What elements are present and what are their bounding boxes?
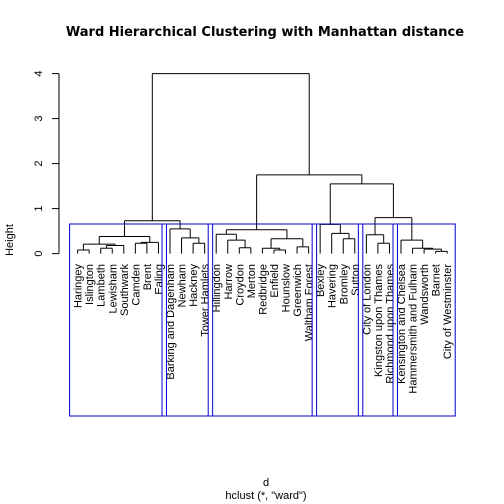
leaf-label: Enfield — [269, 264, 281, 298]
leaf-label: Bromley — [338, 264, 350, 305]
leaf-label: Camden — [130, 264, 142, 306]
leaf-label: Newham — [177, 264, 189, 307]
x-axis-label: d — [263, 477, 269, 489]
leaf-label: Hillingdon — [211, 264, 223, 312]
y-tick-label: 3 — [33, 116, 45, 122]
y-tick-label: 0 — [33, 251, 45, 257]
y-tick-label: 4 — [33, 71, 45, 77]
leaf-label: Harrow — [223, 264, 235, 300]
leaf-label: Tower Hamlets — [200, 264, 212, 337]
leaf-label: Richmond upon Thames — [384, 264, 396, 384]
leaf-label: Barking and Dagenham — [165, 264, 177, 380]
leaf-label: Haringey — [73, 264, 85, 309]
leaf-label: City of London — [361, 264, 373, 335]
leaf-label: Southwark — [119, 264, 131, 316]
leaf-label: Bexley — [315, 264, 327, 298]
plot-title: Ward Hierarchical Clustering with Manhat… — [66, 25, 464, 40]
leaf-label: Barnet — [431, 264, 443, 296]
y-axis: 0 1 2 3 4 — [33, 71, 60, 257]
leaf-label: Redbridge — [257, 264, 269, 315]
leaf-label: Havering — [327, 264, 339, 308]
leaf-label: Lewisham — [107, 264, 119, 314]
leaf-label: Brent — [142, 264, 154, 290]
leaf-label: Kensington and Chelsea — [396, 263, 408, 384]
leaf-label: Islington — [84, 264, 96, 305]
leaf-label: Sutton — [350, 264, 362, 296]
leaf-label: Lambeth — [96, 264, 108, 307]
y-axis-label: Height — [4, 224, 16, 256]
leaf-label: Kingston upon Thames — [373, 264, 385, 377]
leaf-label: Wandsworth — [419, 264, 431, 325]
cluster-rect — [69, 223, 167, 417]
leaf-label: Waltham Forest — [304, 264, 316, 341]
cluster-rectangles — [69, 223, 456, 417]
leaf-label: Merton — [246, 264, 258, 298]
cluster-rect — [392, 223, 456, 417]
leaf-label: Greenwich — [292, 264, 304, 317]
leaf-label: Hammersmith and Fulham — [408, 264, 420, 394]
cluster-rect — [357, 223, 398, 417]
leaf-label: Hounslow — [281, 264, 293, 312]
dendrogram-tree — [77, 73, 448, 254]
leaf-label: Ealing — [153, 264, 165, 295]
leaf-label: Croydon — [234, 264, 246, 306]
leaf-label: City of Westminster — [442, 264, 454, 359]
sub-label: hclust (*, "ward") — [225, 490, 306, 502]
cluster-rect — [207, 223, 318, 417]
cluster-rect — [311, 223, 364, 417]
y-tick-label: 2 — [33, 161, 45, 167]
y-tick-label: 1 — [33, 206, 45, 212]
cluster-rect — [161, 223, 214, 417]
leaf-label: Hackney — [188, 264, 200, 307]
